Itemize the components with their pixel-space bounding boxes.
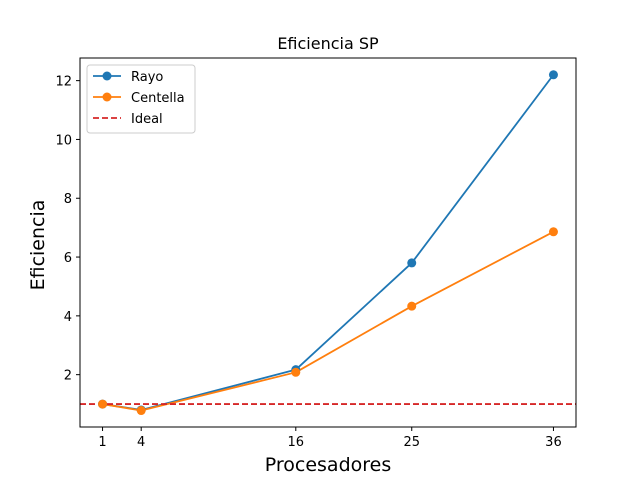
legend-marker-rayo bbox=[102, 71, 112, 81]
y-tick-label: 10 bbox=[55, 133, 72, 148]
data-point-centella bbox=[548, 227, 558, 237]
y-tick-label: 8 bbox=[64, 192, 72, 207]
y-tick-label: 4 bbox=[64, 310, 72, 325]
legend-box bbox=[86, 64, 196, 134]
plot-area: 1 4 16 25 36 2 4 6 8 10 12 bbox=[55, 57, 577, 450]
y-tick-label: 2 bbox=[64, 369, 72, 384]
x-tick-label: 16 bbox=[288, 435, 305, 450]
data-point-centella bbox=[98, 399, 108, 409]
data-point-rayo bbox=[407, 258, 417, 268]
x-tick-label: 4 bbox=[137, 435, 145, 450]
x-tick-label: 25 bbox=[403, 435, 420, 450]
y-tick-label: 12 bbox=[55, 75, 72, 90]
data-point-centella bbox=[136, 406, 146, 416]
y-axis-label: Eficiencia bbox=[27, 200, 49, 291]
x-axis-label: Procesadores bbox=[265, 454, 392, 476]
legend-label-centella: Centella bbox=[131, 91, 185, 106]
data-point-centella bbox=[291, 367, 301, 377]
data-point-centella bbox=[407, 301, 417, 311]
x-tick-label: 1 bbox=[98, 435, 106, 450]
data-point-rayo bbox=[548, 70, 558, 80]
x-tick-label: 36 bbox=[545, 435, 562, 450]
legend-label-ideal: Ideal bbox=[131, 112, 163, 127]
y-tick-label: 6 bbox=[64, 251, 72, 266]
legend-label-rayo: Rayo bbox=[131, 70, 163, 85]
plot-frame bbox=[79, 57, 577, 428]
legend: Rayo Centella Ideal bbox=[86, 64, 196, 134]
legend-marker-centella bbox=[102, 92, 112, 102]
chart-title: Eficiencia SP bbox=[277, 34, 379, 53]
